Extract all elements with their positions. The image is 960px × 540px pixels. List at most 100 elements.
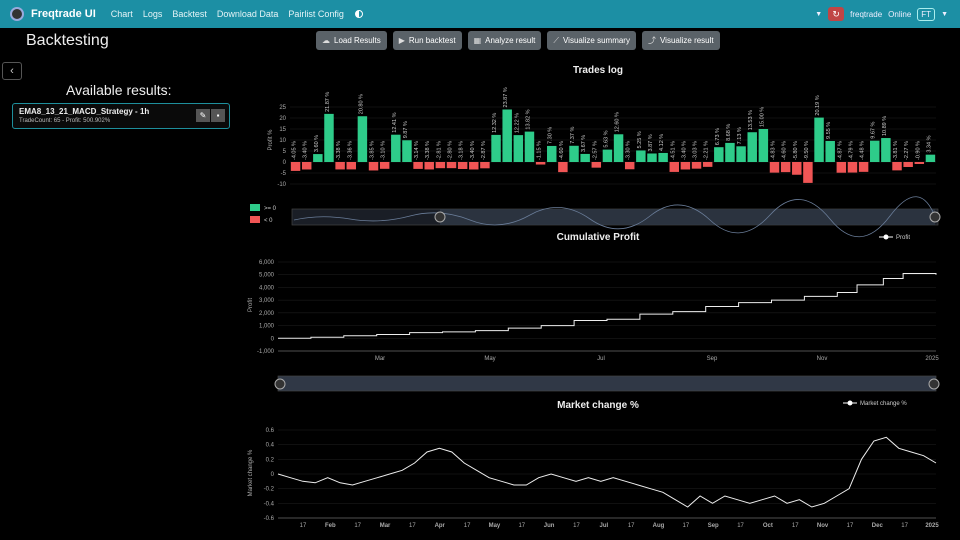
trade-bar[interactable]: [524, 131, 535, 162]
trade-bar[interactable]: [502, 109, 512, 162]
profit-zoom-handle-left[interactable]: [274, 378, 286, 390]
trade-bar-label: -4.87 %: [837, 141, 843, 160]
trade-bar[interactable]: [446, 162, 457, 169]
trade-bar[interactable]: [580, 153, 590, 162]
nav-link-pairlist-config[interactable]: Pairlist Config: [288, 9, 344, 19]
trade-bar[interactable]: [814, 117, 824, 162]
trade-bar[interactable]: [602, 149, 613, 162]
back-button[interactable]: ‹: [2, 62, 22, 80]
trade-bar[interactable]: [368, 162, 379, 171]
legend-positive-swatch[interactable]: [250, 204, 260, 211]
table-icon: ▦: [473, 36, 482, 45]
trade-bar[interactable]: [892, 162, 902, 171]
trade-bar[interactable]: [803, 162, 813, 183]
trade-bar[interactable]: [413, 162, 423, 169]
trade-bar[interactable]: [346, 162, 356, 170]
brand[interactable]: Freqtrade UI: [31, 8, 96, 20]
trade-bar[interactable]: [469, 162, 479, 170]
trade-bar[interactable]: [335, 162, 345, 170]
trade-bar[interactable]: [491, 134, 501, 162]
trade-bar[interactable]: [391, 134, 401, 162]
trade-bar[interactable]: [569, 145, 579, 162]
trade-bar[interactable]: [714, 147, 724, 162]
legend-negative-swatch[interactable]: [250, 216, 260, 223]
trade-bar[interactable]: [825, 140, 835, 162]
trade-bar[interactable]: [457, 162, 468, 169]
analyze-result-button[interactable]: ▦ Analyze result: [467, 31, 542, 50]
trade-bar[interactable]: [669, 162, 679, 172]
trade-bar[interactable]: [769, 162, 780, 173]
trades-y-tick: 5: [283, 149, 287, 155]
trade-bar[interactable]: [290, 162, 301, 171]
nav-link-chart[interactable]: Chart: [110, 9, 133, 19]
market-x-tick: Sep: [708, 523, 719, 529]
trade-bar[interactable]: [858, 162, 869, 172]
trade-bar[interactable]: [636, 150, 646, 162]
trade-bar[interactable]: [792, 162, 802, 175]
trade-bar[interactable]: [480, 162, 490, 169]
trade-bar[interactable]: [758, 129, 769, 162]
profit-ylabel: Profit: [248, 298, 254, 312]
trade-bar[interactable]: [379, 162, 390, 169]
cumulative-profit-title: Cumulative Profit: [557, 232, 640, 243]
caret-down-icon[interactable]: ▼: [815, 10, 823, 18]
delete-button[interactable]: ▪: [211, 109, 225, 122]
trade-bar[interactable]: [691, 162, 702, 169]
trade-bar[interactable]: [870, 140, 880, 162]
trade-bar[interactable]: [313, 154, 323, 162]
trade-bar[interactable]: [914, 162, 925, 164]
trade-bar[interactable]: [624, 162, 635, 170]
trade-bar[interactable]: [725, 142, 735, 162]
trade-bar[interactable]: [324, 113, 334, 162]
profit-zoom-slider[interactable]: [274, 375, 940, 392]
trade-bar[interactable]: [402, 140, 412, 162]
profit-y-tick: 6,000: [259, 260, 275, 266]
trade-bar[interactable]: [547, 145, 557, 162]
run-backtest-button[interactable]: ▶ Run backtest: [392, 31, 462, 50]
nav-link-download-data[interactable]: Download Data: [216, 9, 279, 19]
chevron-left-icon: ‹: [10, 65, 14, 77]
trade-bar[interactable]: [736, 146, 746, 162]
trade-bar[interactable]: [558, 162, 568, 173]
visualize-summary-button[interactable]: ⟋ Visualize summary: [547, 31, 636, 50]
trade-bar[interactable]: [847, 162, 858, 173]
trade-bar[interactable]: [647, 153, 657, 162]
trade-bar[interactable]: [658, 152, 668, 162]
edit-button[interactable]: ✎: [196, 109, 210, 122]
trade-bar[interactable]: [435, 162, 446, 169]
trade-bar[interactable]: [680, 162, 691, 170]
trade-bar[interactable]: [903, 162, 913, 167]
trade-bar[interactable]: [881, 138, 891, 162]
zoom-slider-selection[interactable]: [440, 209, 935, 225]
avatar[interactable]: FT: [917, 7, 936, 21]
trade-bar[interactable]: [836, 162, 847, 173]
market-ylabel: Market change %: [248, 449, 254, 496]
trade-bar[interactable]: [513, 135, 524, 162]
trade-bar[interactable]: [424, 162, 434, 170]
trade-bar[interactable]: [591, 162, 602, 168]
profit-y-tick: 5,000: [259, 273, 275, 279]
trade-bar[interactable]: [925, 154, 936, 162]
trade-bar[interactable]: [535, 162, 546, 165]
profit-zoom-track[interactable]: [277, 375, 937, 392]
visualize-result-button[interactable]: ⤴ Visualize result: [641, 31, 720, 50]
trade-bar[interactable]: [702, 162, 713, 167]
trades-zoom-slider[interactable]: [291, 196, 941, 238]
trade-bar[interactable]: [301, 162, 312, 170]
caret-down-icon[interactable]: ▼: [941, 10, 948, 18]
half-circle-icon[interactable]: [354, 10, 363, 18]
profit-zoom-handle-right[interactable]: [928, 378, 940, 390]
nav-link-backtest[interactable]: Backtest: [172, 9, 207, 19]
trade-bar[interactable]: [747, 132, 757, 162]
zoom-handle-right[interactable]: [929, 211, 941, 223]
freqtrade-logo-icon[interactable]: [10, 7, 24, 21]
result-card[interactable]: EMA8_13_21_MACD_Strategy - 1h TradeCount…: [12, 103, 230, 129]
nav-link-logs[interactable]: Logs: [142, 9, 163, 19]
zoom-handle-left[interactable]: [434, 211, 446, 223]
trade-bar[interactable]: [613, 134, 624, 162]
reload-icon[interactable]: ↻: [828, 7, 845, 21]
bot-name[interactable]: freqtrade: [850, 9, 883, 19]
trade-bar[interactable]: [780, 162, 791, 173]
load-results-button[interactable]: ☁ Load Results: [316, 31, 387, 50]
trade-bar[interactable]: [357, 116, 368, 162]
